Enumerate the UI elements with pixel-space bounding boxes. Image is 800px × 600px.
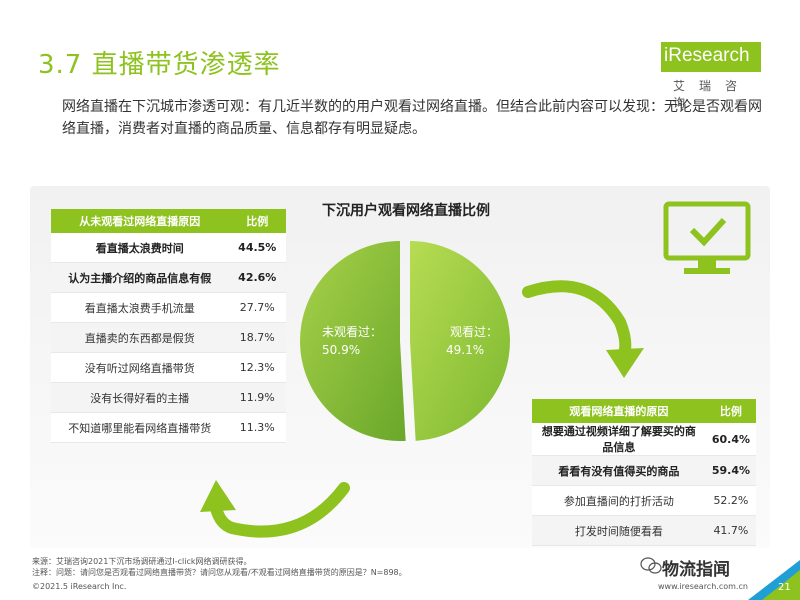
table-row: 看看有没有值得买的商品 59.4% <box>532 455 756 486</box>
page-number: 21 <box>778 582 791 593</box>
logo-text: iResearch <box>664 45 750 66</box>
table-row: 想要通过视频详细了解要买的商品信息 60.4% <box>532 423 756 456</box>
reason-cell: 看直播太浪费手机流量 <box>51 292 229 323</box>
header-reason: 从未观看过网络直播原因 <box>51 209 229 233</box>
iresearch-logo: iResearch 艾瑞咨询 <box>661 42 761 110</box>
pie-value-not-watched: 50.9% <box>322 343 360 357</box>
table-row: 打发时间随便看看 41.7% <box>532 515 756 546</box>
reason-cell: 没有听过网络直播带货 <box>51 352 229 383</box>
corner-decoration <box>748 560 800 600</box>
reason-cell: 没有长得好看的主播 <box>51 382 229 413</box>
not-watched-reasons-table: 从未观看过网络直播原因 比例 看直播太浪费时间 44.5% 认为主播介绍的商品信息有… <box>51 209 286 443</box>
logo-box <box>661 42 761 72</box>
pie-chart: 未观看过： 50.9% 观看过： 49.1% <box>300 241 510 441</box>
logo-subtitle: 艾瑞咨询 <box>673 79 752 110</box>
table-row: 直播卖的东西都是假货 18.7% <box>51 322 286 353</box>
table-row: 没有长得好看的主播 11.9% <box>51 382 286 413</box>
ratio-cell: 12.3% <box>228 352 286 383</box>
pie-value-watched: 49.1% <box>446 343 484 357</box>
ratio-cell: 11.3% <box>228 412 286 443</box>
source-note: 来源：艾瑞咨询2021下沉市场调研通过I-click网络调研获得。 <box>32 557 252 566</box>
pie-slice-watched <box>410 241 510 441</box>
header-ratio: 比例 <box>228 209 286 233</box>
ratio-cell: 60.4% <box>705 423 756 456</box>
wechat-icon <box>640 557 662 574</box>
ratio-cell: 41.7% <box>705 515 756 546</box>
table-row: 参加直播间的打折活动 52.2% <box>532 485 756 516</box>
reason-cell: 参加直播间的打折活动 <box>532 485 706 516</box>
reason-cell: 不知道哪里能看网络直播带货 <box>51 412 229 443</box>
table-row: 看直播太浪费手机流量 27.7% <box>51 292 286 323</box>
ratio-cell: 52.2% <box>705 485 756 516</box>
reason-cell: 认为主播介绍的商品信息有假 <box>51 262 229 293</box>
ratio-cell: 11.9% <box>228 382 286 413</box>
reason-cell: 打发时间随便看看 <box>532 515 706 546</box>
lead-paragraph: 网络直播在下沉城市渗透可观：有几近半数的的用户观看过网络直播。但结合此前内容可以… <box>62 99 762 137</box>
curved-arrow-down-right-icon <box>522 280 644 378</box>
ratio-cell: 18.7% <box>228 322 286 353</box>
pie-label-watched: 观看过： <box>450 325 498 339</box>
header-reason: 观看网络直播的原因 <box>532 399 706 423</box>
monitor-check-icon <box>663 201 751 274</box>
ratio-cell: 59.4% <box>705 455 756 486</box>
pie-label-not-watched: 未观看过： <box>322 325 382 339</box>
ratio-cell: 42.6% <box>228 262 286 293</box>
reason-cell: 看看有没有值得买的商品 <box>532 455 706 486</box>
reason-cell: 想要通过视频详细了解要买的商品信息 <box>532 423 706 456</box>
ratio-cell: 44.5% <box>228 233 286 263</box>
copyright: ©2021.5 iResearch Inc. <box>32 582 127 591</box>
table-row: 不知道哪里能看网络直播带货 11.3% <box>51 412 286 443</box>
pie-slice-not-watched <box>300 241 406 441</box>
watched-reasons-table: 观看网络直播的原因 比例 想要通过视频详细了解要买的商品信息 60.4% 看看有没有… <box>532 399 756 546</box>
reason-cell: 看直播太浪费时间 <box>51 233 229 263</box>
table-row: 看直播太浪费时间 44.5% <box>51 233 286 263</box>
pie-title: 下沉用户观看网络直播比例 <box>322 203 490 219</box>
curved-arrow-up-left-icon <box>200 480 350 538</box>
header-ratio: 比例 <box>705 399 756 423</box>
table-header-row: 从未观看过网络直播原因 比例 <box>51 209 286 233</box>
question-note: 注释：问题：请问您是否观看过网络直播带货？请问您从观看/不观看过网络直播带货的原… <box>32 568 407 577</box>
footer-url[interactable]: www.iresearch.com.cn <box>658 582 748 591</box>
table-row: 没有听过网络直播带货 12.3% <box>51 352 286 383</box>
reason-cell: 直播卖的东西都是假货 <box>51 322 229 353</box>
notes: 来源：艾瑞咨询2021下沉市场调研通过I-click网络调研获得。 注释：问题：… <box>32 556 407 578</box>
table-row: 认为主播介绍的商品信息有假 42.6% <box>51 262 286 293</box>
watermark-text: 物流指闻 <box>662 560 730 580</box>
page-title: 3.7 直播带货渗透率 <box>38 50 281 80</box>
table-header-row: 观看网络直播的原因 比例 <box>532 399 756 423</box>
ratio-cell: 27.7% <box>228 292 286 323</box>
